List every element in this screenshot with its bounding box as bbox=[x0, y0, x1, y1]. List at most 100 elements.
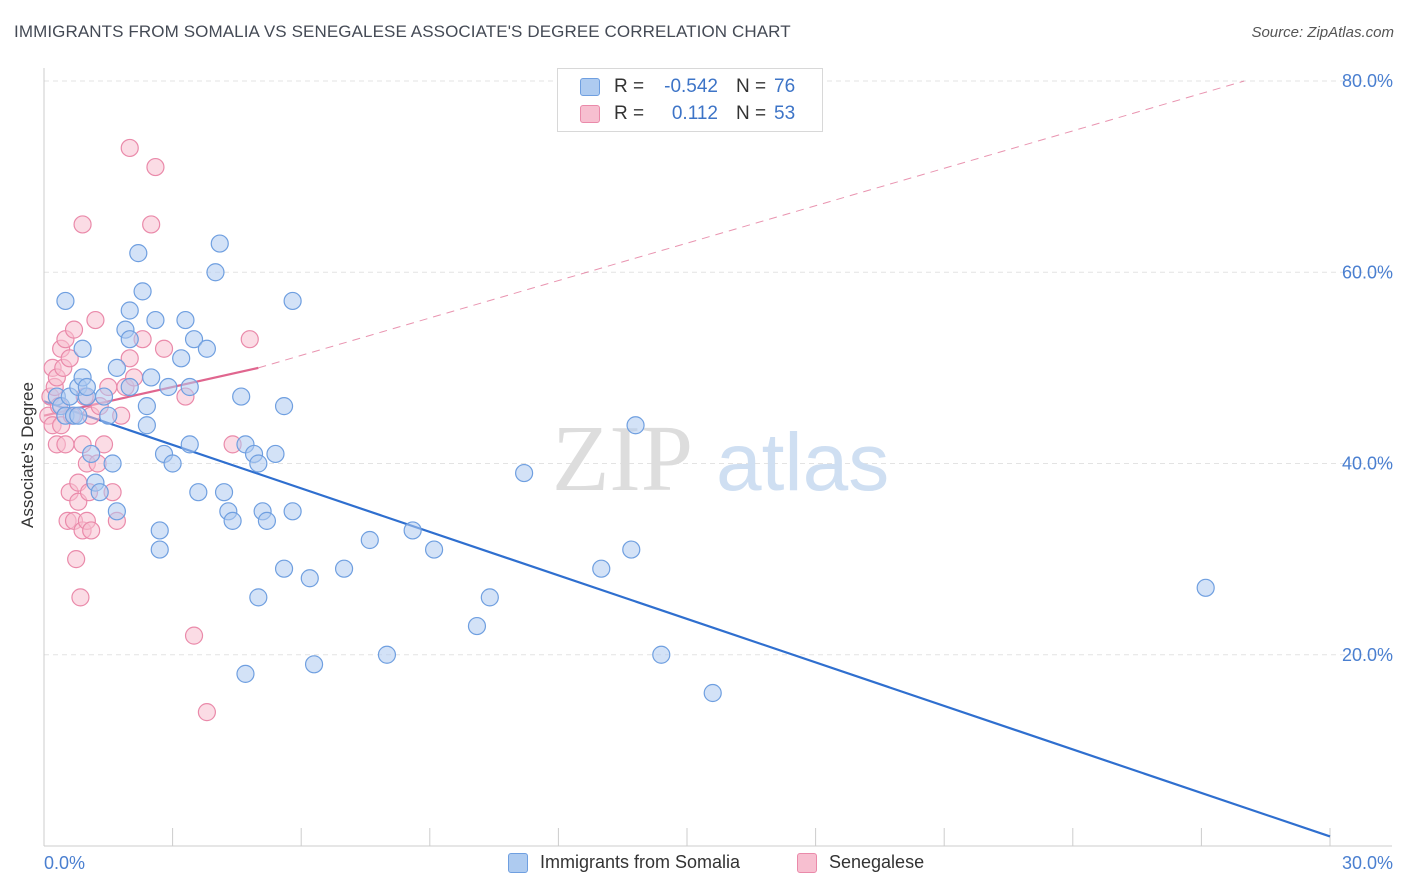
senegalese-point bbox=[120, 349, 139, 368]
somalia-point bbox=[107, 358, 126, 377]
series-label-senegalese: Senegalese bbox=[829, 852, 925, 872]
somalia-point bbox=[120, 301, 139, 320]
watermark-atlas: atlas bbox=[716, 417, 889, 508]
x-tick-label: 30.0% bbox=[1342, 853, 1393, 873]
chart-title: IMMIGRANTS FROM SOMALIA VS SENEGALESE AS… bbox=[14, 22, 791, 41]
senegalese-point bbox=[60, 349, 79, 368]
somalia-point bbox=[180, 377, 199, 397]
senegalese-point bbox=[86, 310, 105, 330]
x-tick-label: 0.0% bbox=[44, 853, 85, 873]
y-tick-label: 60.0% bbox=[1342, 262, 1393, 282]
senegalese-point bbox=[154, 339, 174, 358]
somalia-point bbox=[236, 664, 255, 683]
somalia-point bbox=[77, 377, 96, 397]
senegalese-point bbox=[184, 626, 204, 645]
somalia-point bbox=[137, 416, 156, 435]
y-tick-label: 20.0% bbox=[1342, 645, 1393, 665]
somalia-point bbox=[283, 502, 302, 521]
somalia-point bbox=[90, 483, 109, 502]
somalia-point bbox=[120, 330, 139, 349]
somalia-point bbox=[94, 387, 114, 406]
somalia-point bbox=[249, 454, 268, 473]
somalia-point bbox=[150, 521, 169, 540]
legend-n-value: 53 bbox=[774, 103, 796, 124]
senegalese-point bbox=[197, 703, 216, 722]
somalia-point bbox=[467, 616, 487, 636]
legend-r-label: R = bbox=[614, 103, 645, 124]
series-legend-senegalese[interactable]: Senegalese bbox=[797, 852, 924, 873]
series-legend-somalia[interactable]: Immigrants from Somalia bbox=[508, 852, 740, 873]
legend-n-value: 76 bbox=[774, 76, 796, 97]
y-tick-label: 40.0% bbox=[1342, 454, 1393, 474]
senegalese-point bbox=[64, 320, 84, 339]
stats-legend: R = -0.542 N = 76 R = 0.112 N = 53 bbox=[557, 68, 823, 132]
somalia-point bbox=[266, 444, 285, 464]
senegalese-point bbox=[67, 550, 86, 569]
legend-r-value: -0.542 bbox=[664, 76, 718, 97]
somalia-point bbox=[73, 339, 92, 358]
somalia-point bbox=[184, 330, 204, 349]
somalia-point bbox=[622, 540, 641, 559]
somalia-point bbox=[403, 521, 422, 540]
somalia-point bbox=[103, 454, 122, 473]
legend-swatch-somalia bbox=[580, 78, 600, 96]
somalia-point bbox=[703, 683, 722, 703]
somalia-point bbox=[176, 310, 195, 330]
somalia-point bbox=[146, 310, 165, 330]
somalia-point bbox=[150, 540, 169, 559]
somalia-point bbox=[592, 559, 611, 578]
series-label-somalia: Immigrants from Somalia bbox=[540, 852, 741, 872]
somalia-point bbox=[249, 588, 268, 607]
data-points bbox=[39, 138, 1215, 722]
series-swatch-somalia bbox=[508, 852, 528, 873]
somalia-point bbox=[274, 397, 294, 416]
somalia-point bbox=[197, 339, 216, 358]
senegalese-point bbox=[73, 215, 92, 234]
somalia-point bbox=[159, 377, 178, 397]
y-axis-title: Associate's Degree bbox=[18, 382, 37, 528]
legend-n-label: N = bbox=[736, 103, 767, 124]
somalia-point bbox=[304, 655, 324, 674]
somalia-point bbox=[133, 282, 152, 301]
somalia-point bbox=[137, 397, 156, 416]
somalia-point bbox=[206, 263, 225, 282]
somalia-point bbox=[283, 291, 302, 311]
senegalese-point bbox=[71, 588, 90, 607]
y-tick-label: 80.0% bbox=[1342, 71, 1393, 91]
somalia-point bbox=[163, 454, 182, 473]
senegalese-point bbox=[142, 215, 161, 234]
watermark: ZIP atlas bbox=[552, 407, 889, 511]
senegalese-point bbox=[240, 330, 259, 349]
senegalese-point bbox=[94, 435, 114, 454]
somalia-point bbox=[189, 483, 208, 502]
somalia-point bbox=[214, 483, 234, 502]
somalia-trend-line bbox=[43, 400, 1331, 838]
somalia-point bbox=[274, 559, 294, 578]
somalia-point bbox=[652, 645, 671, 664]
somalia-point bbox=[480, 588, 499, 607]
senegalese-point bbox=[146, 157, 165, 177]
legend-row-senegalese: R = 0.112 N = 53 bbox=[580, 102, 795, 126]
watermark-zip: ZIP bbox=[552, 407, 693, 511]
somalia-point bbox=[107, 502, 126, 521]
tick-labels: 20.0% 40.0% 60.0% 80.0% 0.0% 30.0% bbox=[44, 71, 1393, 873]
somalia-point bbox=[120, 377, 139, 397]
legend-swatch-senegalese bbox=[580, 105, 600, 123]
somalia-point bbox=[300, 569, 319, 588]
somalia-point bbox=[360, 530, 379, 550]
senegalese-point bbox=[56, 435, 75, 454]
somalia-point bbox=[223, 511, 242, 530]
somalia-point bbox=[1196, 578, 1215, 597]
senegalese-trend-extension bbox=[258, 80, 1245, 369]
somalia-point bbox=[377, 645, 397, 664]
senegalese-point bbox=[82, 521, 101, 540]
somalia-point bbox=[210, 234, 229, 253]
legend-r-label: R = bbox=[614, 76, 645, 97]
somalia-point bbox=[99, 406, 118, 425]
series-swatch-senegalese bbox=[797, 852, 817, 873]
somalia-point bbox=[172, 349, 191, 368]
gridlines bbox=[44, 80, 1392, 656]
somalia-point bbox=[129, 244, 148, 263]
somalia-point bbox=[515, 463, 534, 483]
somalia-point bbox=[56, 291, 75, 311]
